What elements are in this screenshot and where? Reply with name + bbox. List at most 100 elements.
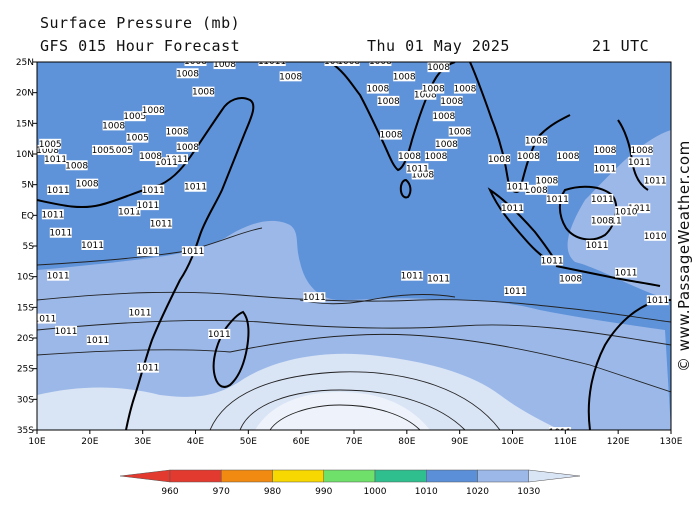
isobar-label: 1008 <box>176 68 199 79</box>
isobar-label-bg <box>184 62 207 66</box>
isobar-label-text: 1011 <box>208 330 231 340</box>
isobar-label: 1008 <box>422 83 445 95</box>
sri-lanka-coastline <box>399 178 412 199</box>
colorbar-segment <box>477 469 529 483</box>
isobar-label-text: 1008 <box>432 112 455 122</box>
isobar-label: 1010 <box>644 230 667 242</box>
isobar-label: 1011 <box>504 286 527 297</box>
isobar-label-text: 1008 <box>36 146 59 156</box>
isobar-label-bg <box>44 154 67 165</box>
colorbar-tick-label: 980 <box>264 487 281 497</box>
isobar-label-text: 1011 <box>44 155 67 165</box>
isobar-label-text: 1011 <box>628 204 651 214</box>
isobar-label-bg <box>136 246 159 257</box>
isobar-label: 1011 <box>81 240 104 251</box>
lon-tick-label: 80E <box>398 437 415 447</box>
isobar-label-bg <box>166 126 189 137</box>
isobar-label: 1008 <box>279 71 302 82</box>
isobar-label-text: 1008 <box>488 155 511 165</box>
isobar-label-bg <box>448 126 471 137</box>
isobar-label-bg <box>593 144 616 155</box>
isobar-label-bg <box>379 129 402 140</box>
isobar-label-text: 1008 <box>102 121 125 131</box>
isobar-label-text: 1011 <box>47 186 70 196</box>
lat-tick-label: 20S <box>17 334 34 344</box>
isobar-label: 1011 <box>47 184 70 196</box>
colorbar-segment <box>221 469 273 483</box>
isobar-label-text: 1005 <box>39 140 62 150</box>
isobar-label: 1008 <box>440 95 463 107</box>
isobar-label: 1011 <box>181 246 204 257</box>
isobar-label-bg <box>556 151 579 162</box>
isobar-label-bg <box>86 335 109 346</box>
forecast-subtitle: GFS 015 Hour Forecast <box>40 37 241 55</box>
lat-tick-label: 10S <box>17 273 34 283</box>
isobar-label-bg <box>155 157 178 168</box>
java-coastline <box>555 265 661 287</box>
isobar-label: 1011 <box>86 335 109 346</box>
isobar-label-text: 1008 <box>377 97 400 107</box>
australia-coastline <box>587 299 671 430</box>
isobar-label: 1011 <box>263 57 286 67</box>
isobar-label-text: 1008 <box>411 170 434 180</box>
lon-tick-label: 90E <box>451 437 468 447</box>
isobar-label: 1008 <box>630 144 654 156</box>
isobar-label-bg <box>440 95 463 106</box>
isobar-label-text: 1008 <box>594 146 617 156</box>
pressure-field-1000-1010 <box>37 62 671 430</box>
lat-tick-label: 5S <box>23 242 35 252</box>
isobar-label-bg <box>644 175 667 186</box>
isobar-label-bg <box>110 144 133 155</box>
isobar-label-text: 1011 <box>184 183 207 193</box>
isobar-label: 1011 <box>591 194 614 205</box>
isobar-label: 1011 <box>406 163 429 174</box>
isobar-label: 1008 <box>139 151 162 162</box>
lat-tick-label: 20N <box>16 89 34 99</box>
madagascar-coastline <box>212 310 250 388</box>
isobar-label-bg <box>102 120 125 131</box>
isobar-label: 1011 <box>208 328 231 340</box>
isobar-label: 1008 <box>337 62 360 67</box>
isobar-label: 1008 <box>517 151 540 162</box>
isobar-label: 1008 <box>76 178 99 190</box>
isobar-label-bg <box>49 227 72 238</box>
isobar-label-bg <box>37 313 56 324</box>
isobar-label: 1008 <box>184 62 207 67</box>
isobar-label: 1011 <box>136 200 159 211</box>
isobar-label-bg <box>369 62 392 66</box>
isobar-label-bg <box>427 62 450 73</box>
isobar-label-bg <box>411 169 434 180</box>
isobar-label-bg <box>213 62 236 70</box>
forecast-time: 21 UTC <box>592 37 650 55</box>
lon-tick-label: 20E <box>81 437 98 447</box>
colorbar-tick-label: 1000 <box>364 487 387 497</box>
isobar-label-bg <box>136 362 159 373</box>
isobar-label-bg <box>525 135 548 146</box>
isobar-label: 1011 <box>628 157 651 168</box>
isobar-label: 1008 <box>366 83 390 95</box>
isobar-label: 1011 <box>541 255 564 266</box>
isobar-label-bg <box>377 95 400 106</box>
isobar-label-bg <box>150 430 172 440</box>
isobar-label-bg <box>501 203 524 214</box>
isobar-label: 1011 <box>501 203 524 214</box>
isobar-label: 1011 <box>47 270 70 282</box>
isobar-label-text: 1011 <box>41 210 64 220</box>
isobar-label: 1011 <box>644 175 667 187</box>
isobar-label-text: 1008 <box>192 88 215 98</box>
isobar-label-bg <box>129 307 152 318</box>
isobar-label-bg <box>393 71 416 82</box>
isobar-label: 1008 <box>414 89 437 101</box>
isobar-label-text: 1011 <box>155 158 178 168</box>
map-title: Surface Pressure (mb) <box>40 14 241 32</box>
lat-tick-label: 15S <box>17 303 34 313</box>
isobar-label-text: 1011 <box>263 57 286 67</box>
lon-tick-label: 110E <box>554 437 577 447</box>
isobar-label-bg <box>427 273 450 284</box>
isobar-label-text: 1011 <box>129 308 152 318</box>
isobar-label: 1008 <box>488 154 511 165</box>
isobar-label-text: 1010 <box>615 207 638 217</box>
isobar-label: 1008 <box>525 184 548 196</box>
isobar-label: 1008 <box>192 86 215 98</box>
isobar-label-text: 1011 <box>136 247 159 257</box>
